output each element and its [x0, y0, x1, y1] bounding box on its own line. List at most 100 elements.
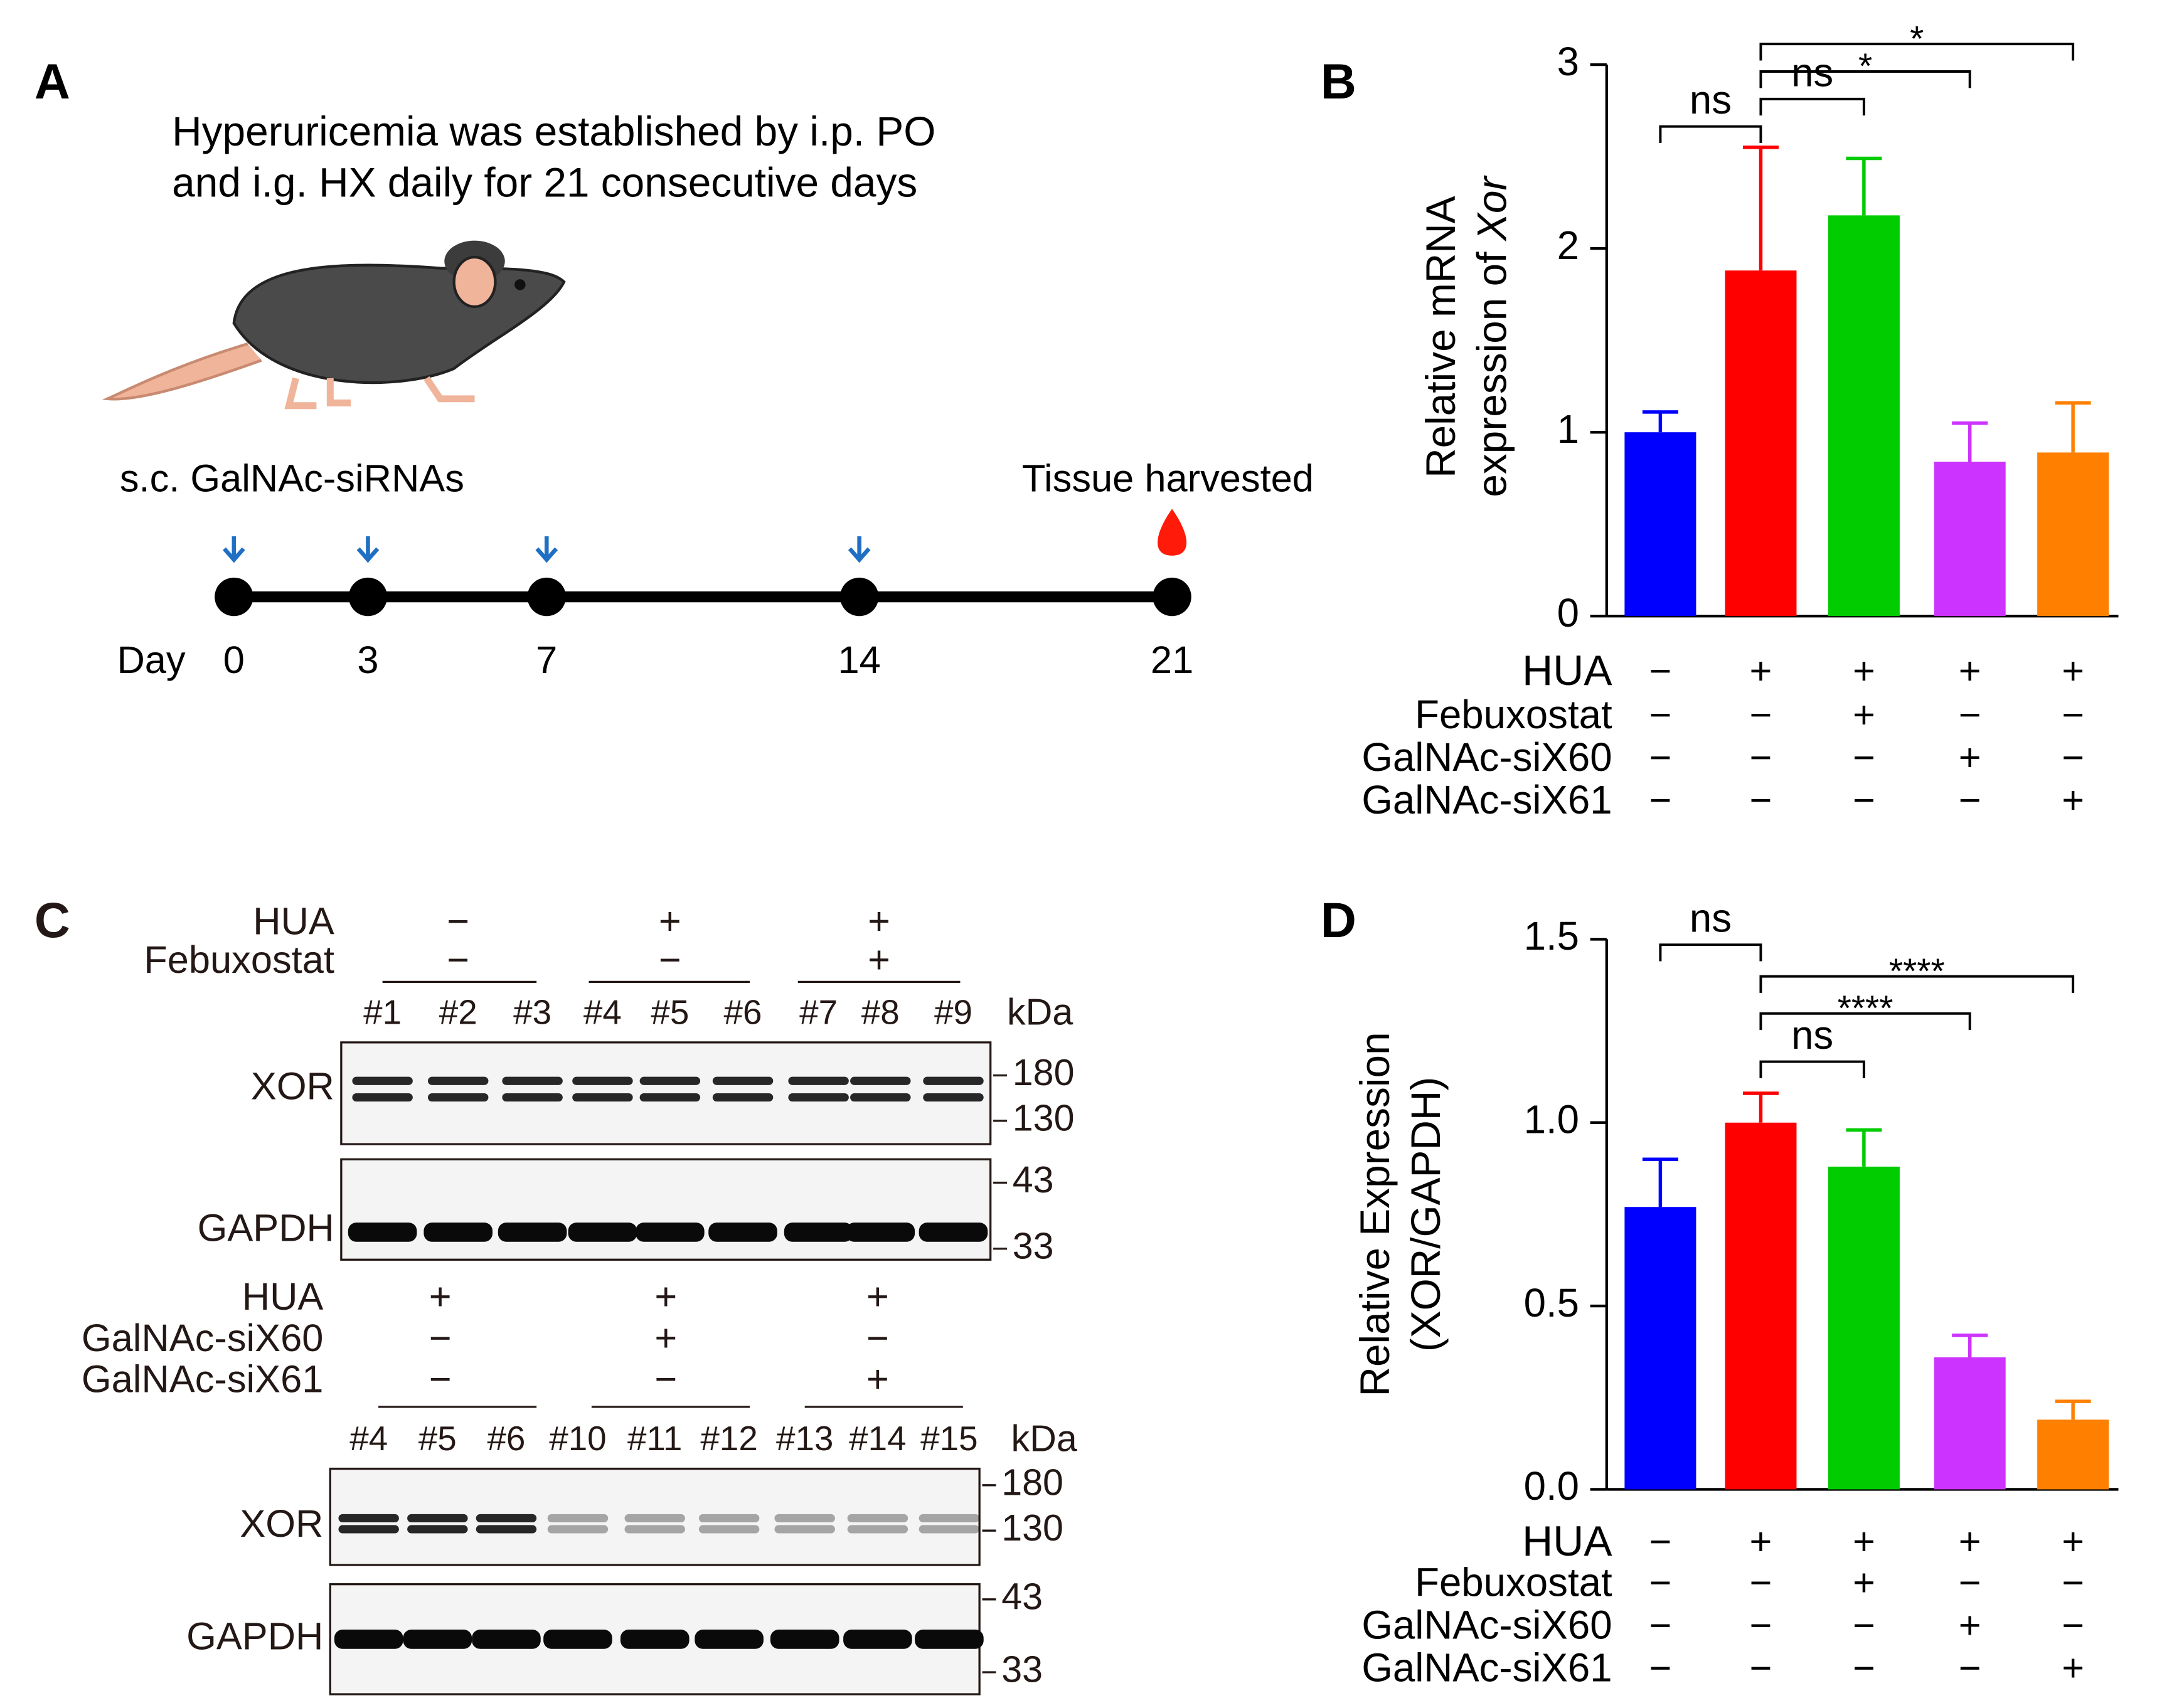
condition-sign: −: [654, 1358, 677, 1401]
band: [403, 1630, 472, 1649]
y-axis-label-part: expression of: [1469, 252, 1515, 497]
injection-arrow: [535, 536, 558, 563]
caption: Hyperuricemia was established by i.p. PO: [172, 108, 935, 154]
lane-label: #8: [861, 992, 900, 1031]
condition-sign: −: [447, 900, 469, 943]
y-axis-label: (XOR/GAPDH): [1402, 1077, 1449, 1352]
y-axis-label-part: Relative mRNA: [1418, 196, 1464, 478]
y-axis-label-part: (XOR/GAPDH): [1402, 1077, 1449, 1352]
marker-label: 43: [1001, 1575, 1043, 1617]
blot-box: [340, 1158, 992, 1261]
condition-name: HUA: [253, 900, 334, 943]
lane-label: #1: [363, 992, 402, 1031]
band: [423, 1223, 493, 1242]
significance-bracket: [1759, 70, 1971, 88]
treatment-sign: +: [2062, 650, 2084, 693]
treatment-sign: −: [2062, 1561, 2084, 1605]
band: [919, 1223, 988, 1242]
condition-sign: −: [866, 1317, 889, 1360]
lane-label: #6: [724, 992, 762, 1031]
treatment-sign: −: [1959, 1561, 1981, 1605]
injection-label: s.c. GalNAc-siRNAs: [120, 457, 464, 501]
y-axis-label: Relative Expression: [1351, 1032, 1398, 1396]
lane-label: #7: [799, 992, 838, 1031]
band: [708, 1223, 777, 1242]
significance-bracket: [1759, 1060, 1865, 1078]
y-tick-label: 3: [1557, 40, 1579, 84]
significance-label: ns: [1791, 1013, 1833, 1058]
significance-label: ****: [1889, 951, 1945, 991]
significance-bracket: [1759, 97, 1865, 116]
band: [850, 1093, 911, 1102]
significance-label: *: [1910, 19, 1924, 59]
lane-label: #5: [418, 1419, 457, 1458]
condition-name: GalNAc-siX61: [82, 1358, 323, 1401]
lane-label: #4: [583, 992, 622, 1031]
band: [847, 1514, 908, 1523]
marker-label: 130: [1013, 1096, 1075, 1138]
significance-bracket: [1759, 1012, 1971, 1031]
band: [770, 1630, 839, 1649]
marker-label: 33: [1001, 1648, 1043, 1690]
condition-sign: +: [866, 1275, 889, 1318]
lane-label: #4: [349, 1419, 388, 1458]
lane-label: #6: [487, 1419, 525, 1458]
treatment-sign: +: [2062, 1520, 2084, 1563]
band: [788, 1076, 849, 1085]
treatment-sign: −: [1853, 779, 1875, 822]
marker-label: 180: [1001, 1461, 1063, 1503]
condition-sign: +: [654, 1275, 677, 1318]
y-tick-label: 0: [1557, 591, 1579, 635]
condition-sign: +: [659, 900, 681, 943]
band: [915, 1630, 984, 1649]
injection-arrow: [223, 536, 245, 563]
band: [476, 1514, 537, 1523]
bar: [2037, 1419, 2109, 1490]
treatment-sign: −: [1649, 736, 1671, 780]
significance-bracket: [1659, 125, 1762, 144]
treatment-sign: −: [1750, 736, 1772, 780]
bar: [1828, 1166, 1900, 1490]
treatment-sign: −: [1853, 1647, 1875, 1690]
band: [352, 1093, 413, 1102]
protein-label: XOR: [251, 1065, 334, 1108]
band: [543, 1630, 612, 1649]
treatment-name: GalNAc-siX61: [1361, 778, 1612, 822]
lane-label: #11: [627, 1419, 682, 1458]
treatment-sign: −: [1853, 736, 1875, 780]
condition-sign: −: [447, 938, 469, 982]
band: [572, 1093, 633, 1102]
condition-sign: −: [659, 938, 681, 982]
bar: [1828, 215, 1900, 617]
lane-label: #5: [651, 992, 689, 1031]
treatment-name: GalNAc-siX60: [1361, 1603, 1612, 1648]
band: [352, 1076, 413, 1085]
lane-label: #14: [849, 1419, 906, 1458]
treatment-sign: −: [1750, 1561, 1772, 1605]
y-tick-label: 0.0: [1524, 1464, 1579, 1509]
condition-name: Febuxostat: [144, 938, 334, 982]
band: [784, 1223, 853, 1242]
treatment-sign: +: [2062, 1647, 2084, 1690]
treatment-sign: +: [1853, 694, 1875, 737]
treatment-sign: +: [1959, 1604, 1981, 1647]
treatment-sign: +: [1750, 1520, 1772, 1563]
band: [636, 1223, 705, 1242]
panel-label: B: [1321, 54, 1356, 109]
band: [620, 1630, 690, 1649]
lane-label: #13: [776, 1419, 833, 1458]
significance-label: ns: [1690, 896, 1732, 941]
band: [407, 1525, 468, 1534]
bar: [2037, 452, 2109, 617]
marker-label: 43: [1013, 1159, 1054, 1201]
treatment-name: HUA: [1522, 647, 1612, 694]
band: [698, 1525, 760, 1534]
significance-bracket: [1759, 975, 2075, 993]
marker-label: 180: [1013, 1051, 1075, 1093]
harvest-label: Tissue harvested: [1022, 457, 1314, 501]
kda-label: kDa: [1011, 1417, 1077, 1459]
y-axis-label-part: Relative Expression: [1351, 1032, 1398, 1396]
treatment-sign: −: [2062, 694, 2084, 737]
band: [348, 1223, 417, 1242]
